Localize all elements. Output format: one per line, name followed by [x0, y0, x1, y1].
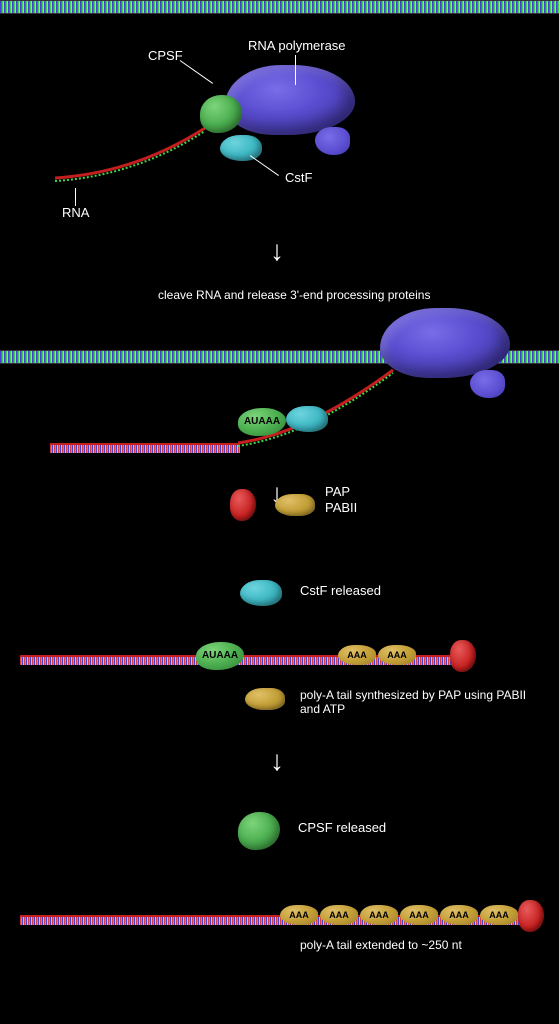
label-cpsf-released: CPSF released — [298, 820, 386, 835]
label-cstf-1: CstF — [285, 170, 312, 185]
leader-cpsf — [180, 60, 213, 84]
label-pap: PAP — [325, 484, 350, 499]
label-cstf-released: CstF released — [300, 583, 381, 598]
aaa-4a: AAA — [280, 905, 318, 925]
aaa-4c: AAA — [360, 905, 398, 925]
aaa-4d: AAA — [400, 905, 438, 925]
pap-2 — [230, 489, 256, 521]
cstf-2 — [286, 406, 328, 432]
leader-cstf — [250, 155, 279, 176]
auaaa-3: AUAAA — [196, 642, 244, 670]
rna-polymerase-2 — [380, 308, 520, 393]
leader-polymerase — [295, 55, 296, 85]
label-poly-a-250: poly-A tail extended to ~250 nt — [300, 938, 462, 952]
label-cpsf-1: CPSF — [148, 48, 183, 63]
label-cleave-release: cleave RNA and release 3'-end processing… — [158, 288, 430, 302]
aaa-3b: AAA — [378, 645, 416, 665]
aaa-3a: AAA — [338, 645, 376, 665]
aaa-4b: AAA — [320, 905, 358, 925]
cstf-1 — [220, 135, 262, 161]
leader-rna — [75, 188, 76, 206]
label-pabii: PABII — [325, 500, 357, 515]
pabii-3a — [245, 688, 285, 710]
dna-strand-1 — [0, 0, 559, 14]
pap-3 — [450, 640, 476, 672]
rna-strand-2 — [50, 443, 240, 453]
aaa-4e: AAA — [440, 905, 478, 925]
label-rna: RNA — [62, 205, 89, 220]
arrow-3: ↓ — [270, 745, 284, 777]
label-rna-polymerase: RNA polymerase — [248, 38, 346, 53]
cpsf-4-released — [238, 812, 280, 850]
pabii-2a — [275, 494, 315, 516]
label-poly-a-desc: poly-A tail synthesized by PAP using PAB… — [300, 688, 540, 716]
arrow-1: ↓ — [270, 235, 284, 267]
pap-4 — [518, 900, 544, 932]
cstf-3-released — [240, 580, 282, 606]
aaa-4f: AAA — [480, 905, 518, 925]
